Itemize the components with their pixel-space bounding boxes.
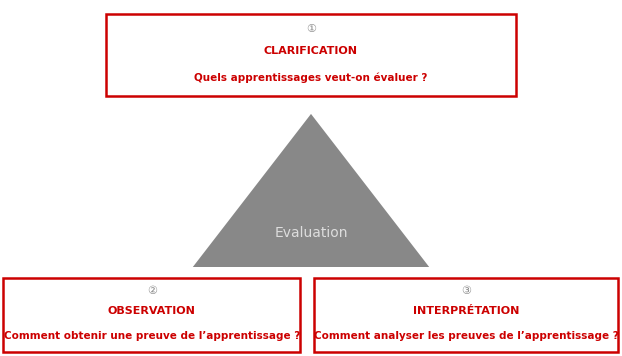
Text: CLARIFICATION: CLARIFICATION [264,46,358,56]
Text: Evaluation: Evaluation [274,226,348,240]
FancyBboxPatch shape [3,278,300,352]
Text: ①: ① [306,24,316,34]
FancyBboxPatch shape [106,14,516,96]
Text: ②: ② [147,286,157,296]
Text: ③: ③ [461,286,471,296]
Text: OBSERVATION: OBSERVATION [108,306,196,316]
Text: Quels apprentissages veut-on évaluer ?: Quels apprentissages veut-on évaluer ? [194,73,428,83]
Text: INTERPRÉTATION: INTERPRÉTATION [413,306,519,316]
FancyBboxPatch shape [314,278,618,352]
Text: Comment analyser les preuves de l’apprentissage ?: Comment analyser les preuves de l’appren… [314,331,618,341]
Text: Comment obtenir une preuve de l’apprentissage ?: Comment obtenir une preuve de l’apprenti… [4,331,300,341]
Polygon shape [193,114,429,267]
